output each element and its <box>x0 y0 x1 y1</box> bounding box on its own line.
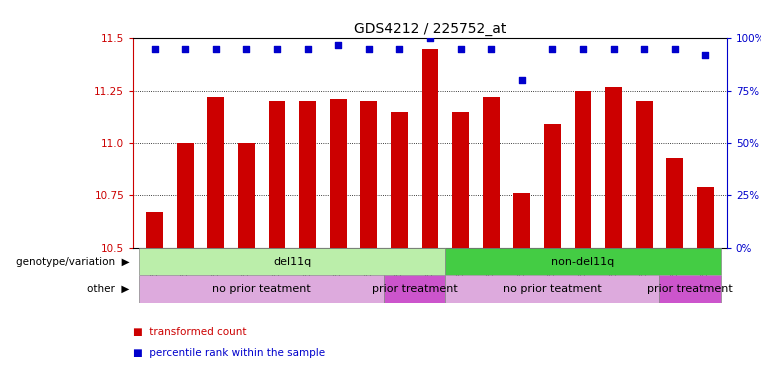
Bar <box>238 143 255 248</box>
Point <box>240 46 253 52</box>
Point <box>516 77 528 83</box>
Point <box>607 46 619 52</box>
Text: genotype/variation  ▶: genotype/variation ▶ <box>16 257 129 266</box>
Title: GDS4212 / 225752_at: GDS4212 / 225752_at <box>354 22 506 36</box>
Bar <box>445 248 721 275</box>
Text: ■  transformed count: ■ transformed count <box>133 327 247 337</box>
Text: no prior teatment: no prior teatment <box>503 284 602 294</box>
Point <box>363 46 375 52</box>
Bar <box>146 212 163 248</box>
Bar <box>452 112 469 248</box>
Point <box>424 35 436 41</box>
Bar <box>269 101 285 248</box>
Text: prior treatment: prior treatment <box>647 284 733 294</box>
Point <box>393 46 406 52</box>
Point <box>301 46 314 52</box>
Bar <box>207 97 224 248</box>
Bar <box>330 99 346 248</box>
Bar <box>605 86 622 248</box>
Text: no prior teatment: no prior teatment <box>212 284 311 294</box>
Point <box>332 41 344 48</box>
Bar <box>575 91 591 248</box>
Bar <box>422 49 438 248</box>
Bar <box>384 275 445 303</box>
Text: del11q: del11q <box>273 257 311 266</box>
Point <box>148 46 161 52</box>
Text: other  ▶: other ▶ <box>87 284 129 294</box>
Point <box>210 46 222 52</box>
Bar <box>139 248 445 275</box>
Text: non-del11q: non-del11q <box>551 257 615 266</box>
Point <box>485 46 497 52</box>
Bar <box>697 187 714 248</box>
Point <box>577 46 589 52</box>
Bar <box>139 275 384 303</box>
Bar <box>667 158 683 248</box>
Point <box>546 46 559 52</box>
Point <box>669 46 681 52</box>
Bar <box>299 101 316 248</box>
Bar <box>445 275 660 303</box>
Bar <box>635 101 653 248</box>
Point <box>179 46 191 52</box>
Bar <box>361 101 377 248</box>
Bar <box>482 97 499 248</box>
Bar <box>177 143 193 248</box>
Point <box>699 52 712 58</box>
Point <box>638 46 650 52</box>
Bar <box>391 112 408 248</box>
Point <box>454 46 466 52</box>
Bar <box>660 275 721 303</box>
Text: ■  percentile rank within the sample: ■ percentile rank within the sample <box>133 348 325 358</box>
Text: prior treatment: prior treatment <box>372 284 457 294</box>
Point <box>271 46 283 52</box>
Bar <box>514 193 530 248</box>
Bar <box>544 124 561 248</box>
